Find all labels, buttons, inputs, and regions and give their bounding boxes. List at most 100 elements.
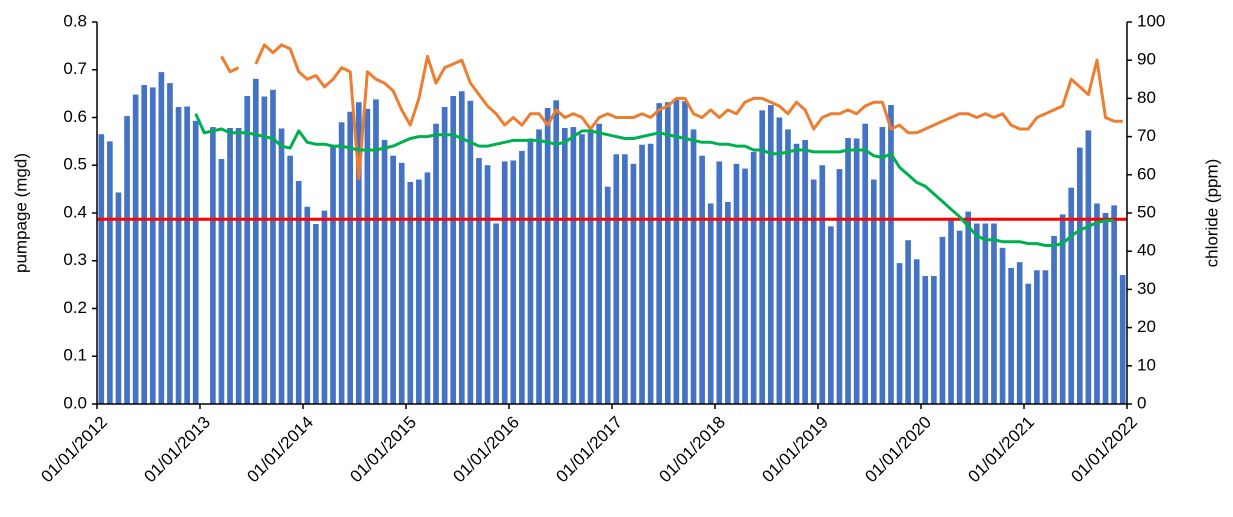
- line: [194, 113, 1115, 247]
- bar: [965, 211, 972, 404]
- bar: [622, 154, 628, 404]
- bar: [287, 155, 293, 404]
- bar: [870, 179, 877, 404]
- bar: [690, 129, 697, 404]
- bar: [896, 263, 903, 404]
- bar: [338, 122, 345, 405]
- bar: [587, 129, 594, 404]
- bar: [819, 165, 826, 404]
- bar: [810, 179, 817, 404]
- bar: [1025, 283, 1032, 404]
- bar: [501, 161, 508, 404]
- bar: [141, 85, 148, 404]
- bar: [999, 247, 1006, 404]
- y-tick-label: 0.8: [63, 11, 87, 30]
- y2-tick-label: 50: [1137, 202, 1156, 221]
- bar: [167, 83, 173, 405]
- bar: [1076, 147, 1083, 404]
- bar: [956, 230, 963, 404]
- bar: [1042, 270, 1049, 404]
- y-tick-label: 0.3: [63, 250, 87, 269]
- bar: [175, 106, 182, 405]
- bar: [836, 169, 843, 404]
- bar: [853, 138, 860, 404]
- bar: [828, 226, 834, 404]
- x-tick-label: 01/01/2015: [346, 413, 420, 487]
- bar: [527, 138, 534, 404]
- bar: [467, 100, 474, 404]
- bar: [707, 203, 714, 404]
- x-tick-label: 01/01/2020: [861, 413, 935, 487]
- bar: [750, 151, 757, 404]
- bar: [913, 259, 920, 404]
- bar: [433, 123, 439, 405]
- bar: [544, 107, 551, 404]
- bar: [364, 108, 371, 404]
- bar: [673, 98, 680, 405]
- bar: [244, 96, 251, 404]
- bar: [630, 163, 637, 404]
- bar: [776, 117, 783, 404]
- x-tick-label: 01/01/2021: [964, 413, 1038, 487]
- bar: [759, 110, 766, 405]
- x-tick-label: 01/01/2019: [758, 413, 832, 487]
- bar: [261, 96, 268, 405]
- bar: [682, 101, 688, 404]
- bar: [1051, 235, 1057, 404]
- bar: [252, 78, 259, 404]
- x-tick-label: 01/01/2022: [1067, 413, 1141, 487]
- bar: [235, 128, 242, 404]
- x-tick-label: 01/01/2016: [449, 413, 523, 487]
- bar: [398, 162, 405, 404]
- bar: [733, 163, 740, 404]
- bar: [879, 127, 886, 405]
- y-tick-label: 0.2: [63, 298, 87, 317]
- bar: [424, 172, 431, 404]
- y-tick-label: 0.0: [63, 393, 87, 412]
- bar: [227, 128, 233, 404]
- x-tick-label: 01/01/2012: [37, 413, 111, 487]
- bar: [905, 240, 911, 404]
- bar: [596, 123, 602, 405]
- bar: [939, 236, 946, 404]
- bar: [664, 102, 671, 404]
- bar: [1059, 214, 1066, 404]
- bar: [613, 154, 620, 404]
- bar: [158, 72, 165, 404]
- bar: [553, 100, 560, 404]
- bar: [416, 179, 422, 404]
- y-tick-label: 0.4: [63, 202, 87, 221]
- bar: [570, 127, 577, 405]
- bar: [1016, 262, 1023, 404]
- line: [220, 43, 1123, 181]
- y2-tick-label: 20: [1137, 317, 1156, 336]
- y-tick-label: 0.1: [63, 346, 87, 365]
- bar: [132, 94, 139, 404]
- y-tick-label: 0.7: [63, 59, 87, 78]
- bar: [767, 105, 774, 405]
- bar: [321, 210, 328, 404]
- bar: [604, 186, 611, 404]
- bar: [270, 89, 276, 405]
- bar: [149, 87, 156, 404]
- bar: [1111, 205, 1117, 404]
- bar: [184, 106, 190, 404]
- bar: [218, 159, 225, 404]
- bar: [716, 161, 723, 404]
- bar: [304, 206, 311, 404]
- bar: [973, 223, 980, 404]
- bar: [948, 217, 954, 404]
- y2-tick-label: 60: [1137, 164, 1156, 183]
- bar: [98, 134, 105, 404]
- bar: [561, 128, 568, 404]
- bar: [107, 141, 113, 404]
- bar: [845, 138, 851, 404]
- y2-tick-label: 80: [1137, 88, 1156, 107]
- bar: [922, 276, 929, 404]
- bar: [278, 128, 285, 405]
- bar: [458, 91, 465, 405]
- bar: [390, 155, 396, 404]
- bar: [484, 165, 491, 404]
- bar: [450, 96, 457, 404]
